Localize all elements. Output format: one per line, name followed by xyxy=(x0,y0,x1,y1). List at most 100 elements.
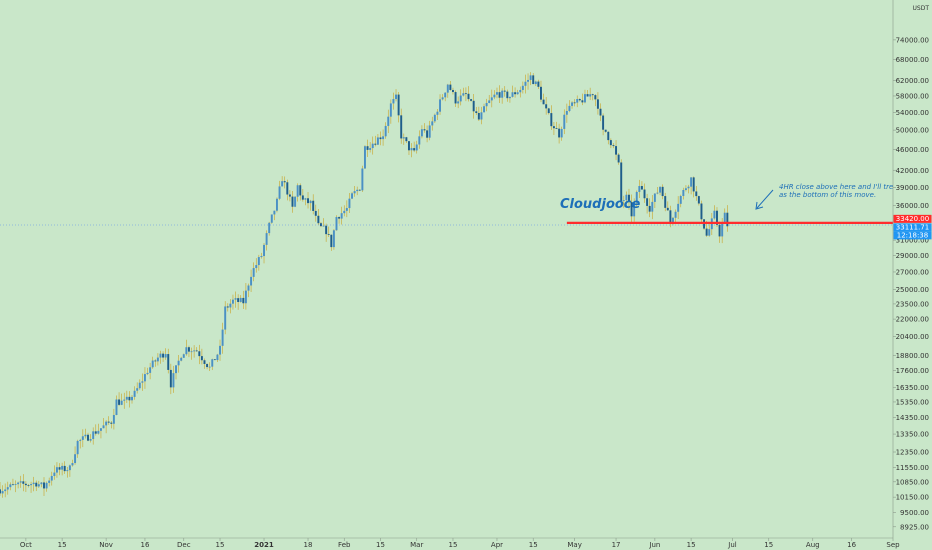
candle-body xyxy=(695,191,698,197)
candle-body xyxy=(496,92,498,95)
candles-layer xyxy=(0,72,729,498)
candle-body xyxy=(48,480,51,483)
candle-body xyxy=(187,347,190,352)
candle-body xyxy=(514,92,517,95)
candle-body xyxy=(565,110,568,115)
y-tick-label: 10150.00 xyxy=(896,494,929,502)
candle-body xyxy=(226,306,229,308)
candle-body xyxy=(384,125,387,137)
candle-body xyxy=(175,365,177,374)
candle-body xyxy=(281,181,284,187)
candle-body xyxy=(255,265,258,269)
candle-body xyxy=(457,101,460,104)
candle-body xyxy=(22,481,25,484)
candle-body xyxy=(356,189,359,192)
candle-body xyxy=(669,210,672,223)
candle-body xyxy=(325,225,328,235)
candle-body xyxy=(449,84,452,90)
candle-body xyxy=(648,205,651,212)
candle-body xyxy=(45,482,48,489)
candle-body xyxy=(110,422,113,424)
candle-body xyxy=(154,360,157,362)
x-tick-label: 15 xyxy=(216,541,225,549)
candle-body xyxy=(589,94,592,97)
candle-body xyxy=(224,306,227,330)
x-tick-label: Nov xyxy=(99,541,113,549)
candle-body xyxy=(169,369,172,388)
y-tick-label: 15350.00 xyxy=(896,398,929,406)
candle-body xyxy=(697,196,700,204)
candle-body xyxy=(195,350,198,352)
x-tick-label: Oct xyxy=(20,541,32,549)
candle-body xyxy=(263,244,265,257)
candle-body xyxy=(366,146,369,150)
candle-body xyxy=(203,360,206,364)
candle-body xyxy=(335,217,338,231)
candle-body xyxy=(358,189,361,191)
candle-body xyxy=(540,86,542,100)
candle-body xyxy=(555,128,558,129)
candle-body xyxy=(363,146,366,169)
candle-body xyxy=(283,181,286,183)
candle-body xyxy=(102,425,105,429)
candle-body xyxy=(63,465,66,472)
price-axis-panel[interactable] xyxy=(893,0,932,538)
candle-body xyxy=(682,189,685,196)
y-tick-label: 27000.00 xyxy=(896,268,929,276)
x-tick-label: Dec xyxy=(177,541,191,549)
candle-body xyxy=(405,137,408,142)
candle-body xyxy=(573,102,576,104)
candle-body xyxy=(193,350,196,352)
candle-body xyxy=(156,357,159,362)
y-tick-label: 74000.00 xyxy=(896,36,929,44)
annotation-line-2: as the bottom of this move. xyxy=(779,191,876,199)
candle-body xyxy=(441,97,444,100)
candle-body xyxy=(485,102,488,107)
candle-body xyxy=(304,198,307,200)
candle-body xyxy=(221,329,224,346)
candle-body xyxy=(332,230,335,248)
x-tick-label: Apr xyxy=(491,541,503,549)
candle-body xyxy=(726,212,729,227)
candle-body xyxy=(625,194,628,201)
x-tick-label: Sep xyxy=(886,541,900,549)
candle-body xyxy=(123,399,126,401)
y-tick-label: 62000.00 xyxy=(896,77,929,85)
last-price-badge: 33111.71 xyxy=(896,223,929,231)
candle-body xyxy=(89,439,92,441)
candle-body xyxy=(327,234,330,235)
candle-body xyxy=(527,79,530,82)
last-price-badge-bg xyxy=(893,223,932,232)
price-axis-unit: USDT xyxy=(913,5,930,12)
candle-body xyxy=(159,353,162,358)
candle-body xyxy=(511,92,514,97)
candle-body xyxy=(247,285,250,291)
candle-body xyxy=(213,359,216,361)
y-tick-label: 50000.00 xyxy=(896,127,929,135)
candle-body xyxy=(713,210,716,219)
candle-body xyxy=(622,200,625,201)
candle-body xyxy=(296,185,299,197)
candle-body xyxy=(118,399,121,405)
candle-body xyxy=(674,211,677,218)
candle-body xyxy=(301,195,304,200)
candle-body xyxy=(672,217,674,223)
candle-body xyxy=(716,210,718,225)
candle-body xyxy=(369,148,372,150)
candle-body xyxy=(656,192,659,194)
candle-body xyxy=(164,354,167,358)
candle-body xyxy=(35,482,38,487)
candle-body xyxy=(141,381,144,383)
candle-body xyxy=(234,298,237,300)
candle-body xyxy=(633,202,636,217)
annotation-line-1: 4HR close above here and I'll treat this xyxy=(779,183,916,191)
candle-body xyxy=(643,189,646,199)
candle-body xyxy=(288,194,291,197)
y-tick-label: 20400.00 xyxy=(896,333,929,341)
candle-body xyxy=(275,198,278,211)
candle-body xyxy=(578,99,581,101)
candle-body xyxy=(185,347,188,355)
time-axis-panel[interactable] xyxy=(0,538,932,550)
